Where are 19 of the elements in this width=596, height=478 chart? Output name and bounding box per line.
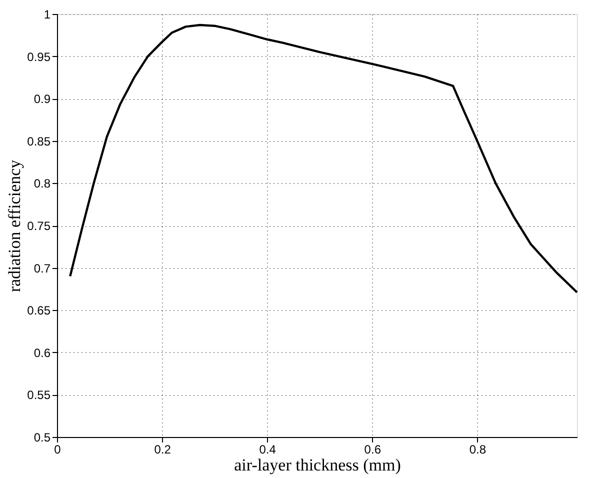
y-tick-label: 0.75 (27, 219, 51, 233)
y-tick-label: 1 (44, 8, 51, 22)
y-tick-label: 0.65 (27, 304, 51, 318)
x-axis-title: air-layer thickness (mm) (234, 456, 401, 474)
y-axis-title: radiation efficiency (5, 159, 24, 292)
x-tick-label: 0.2 (154, 442, 172, 456)
y-tick-label: 0.95 (27, 50, 51, 64)
y-tick-label: 0.55 (27, 388, 51, 402)
y-tick-label: 0.5 (34, 430, 51, 444)
line-series (69, 24, 578, 294)
y-tick-label: 0.8 (34, 176, 51, 191)
x-tick-label: 0.6 (364, 442, 382, 456)
x-tick-label: 0.8 (469, 442, 486, 456)
y-tick-label: 0.6 (34, 346, 51, 360)
y-tick-label: 0.9 (34, 92, 51, 106)
x-tick-label: 0 (54, 442, 62, 456)
y-tick-label: 0.85 (27, 134, 51, 148)
x-tick-label: 0.4 (259, 442, 276, 456)
y-tick-label: 0.7 (34, 261, 51, 276)
